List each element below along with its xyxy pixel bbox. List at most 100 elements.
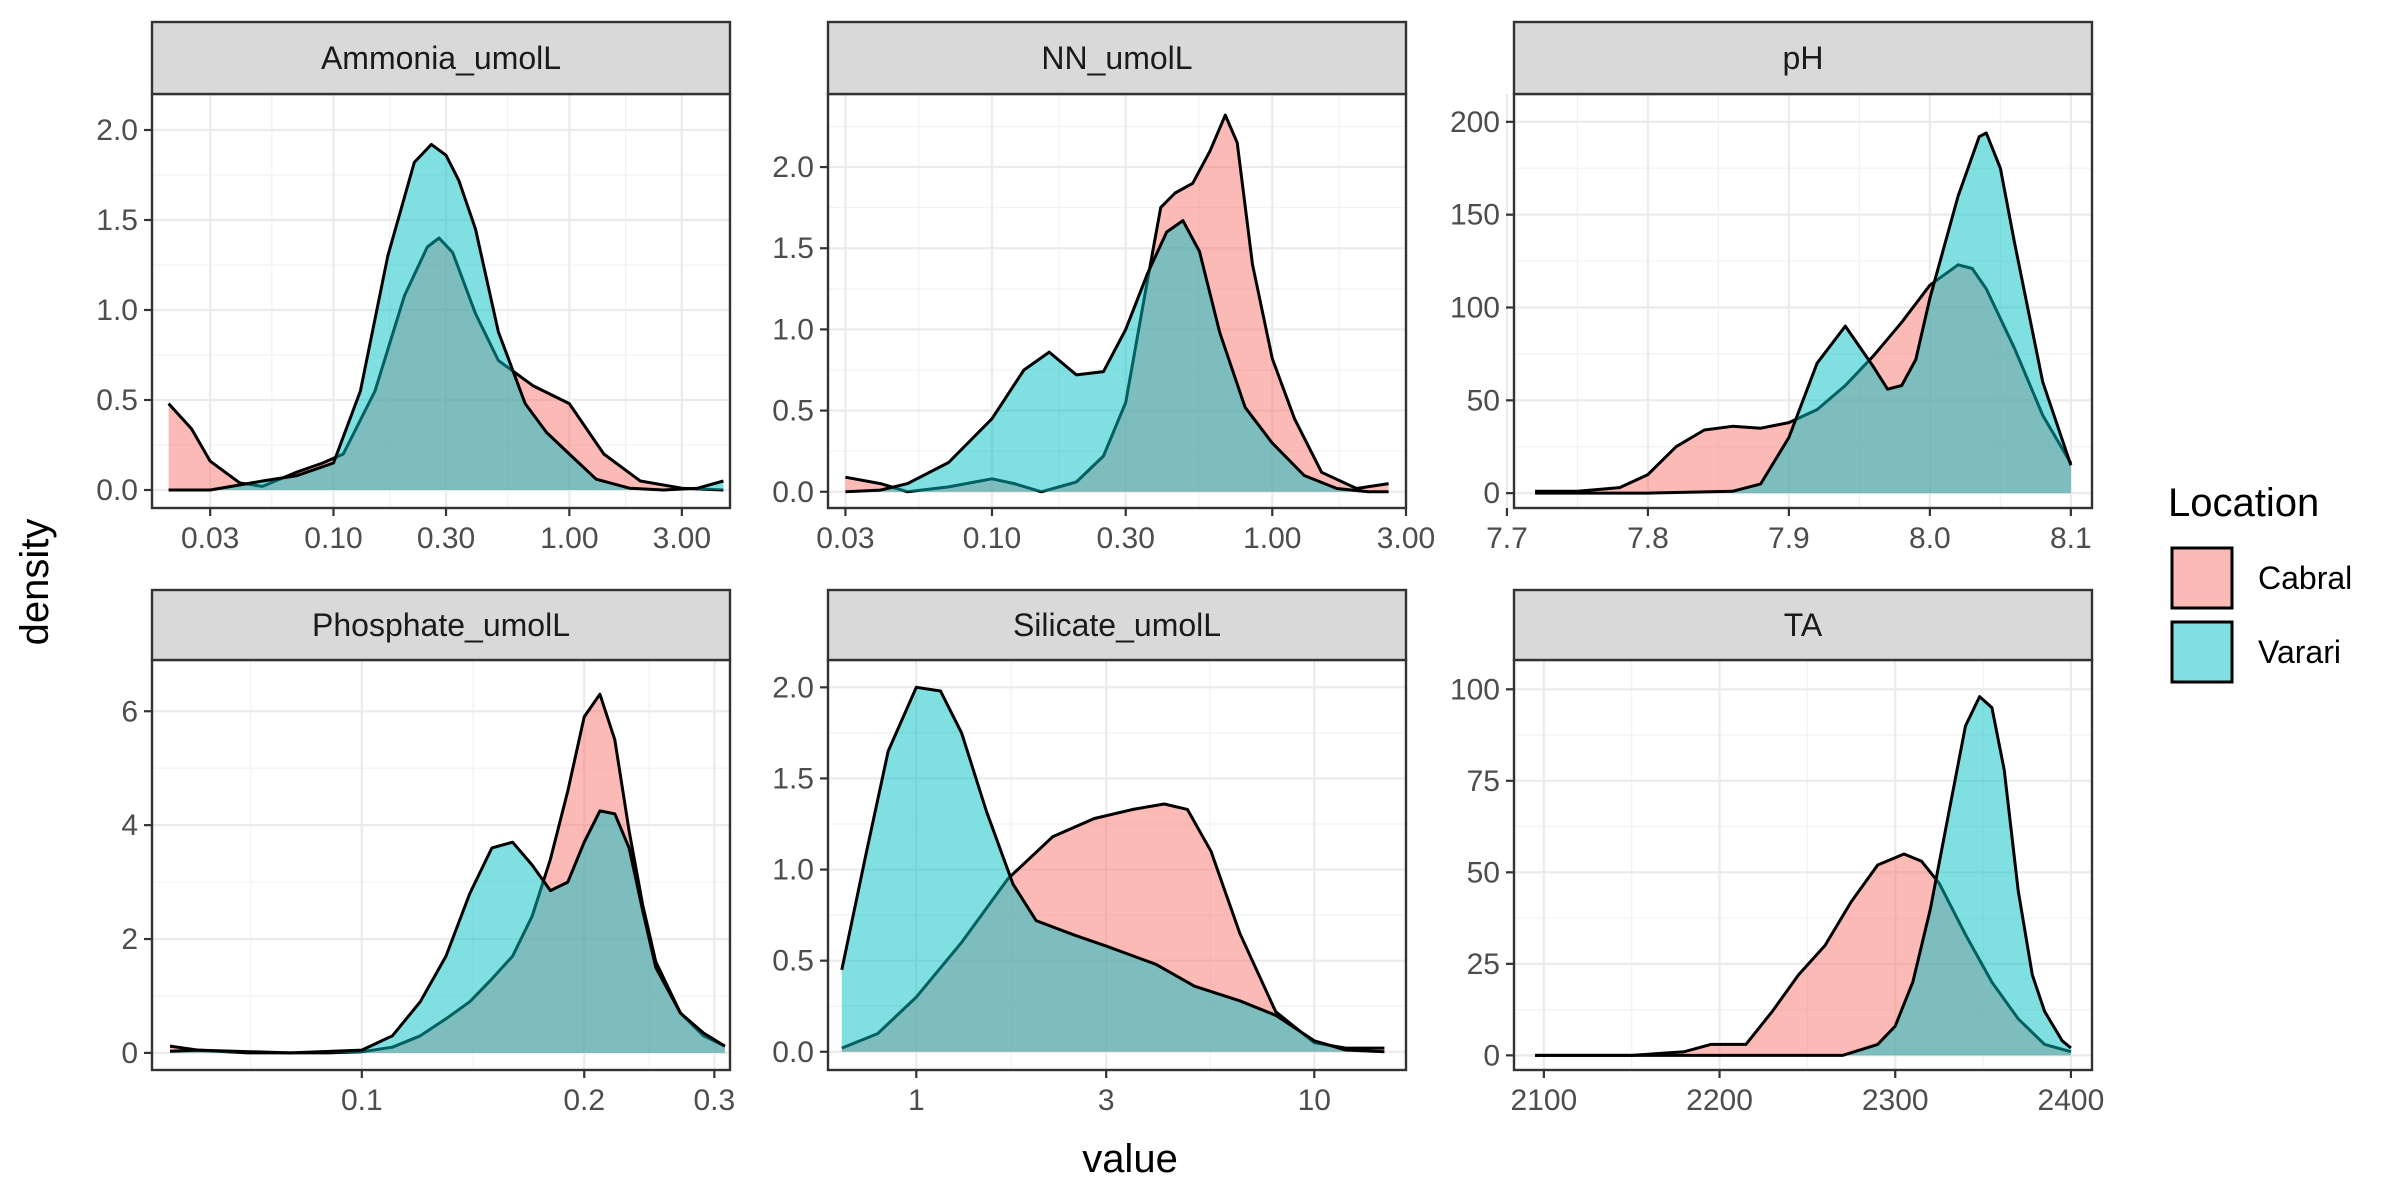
density-line-varari <box>840 685 1385 1054</box>
y-tick-label: 0 <box>121 1037 138 1070</box>
legend: Location Cabral Varari <box>2168 481 2352 684</box>
x-axis-title: value <box>1082 1137 1178 1181</box>
density-line-varari <box>1535 131 2073 495</box>
y-tick-label: 0.0 <box>772 476 814 509</box>
y-tick-label: 50 <box>1467 384 1500 417</box>
y-tick-label: 4 <box>121 809 138 842</box>
y-tick-label: 0.0 <box>96 474 138 507</box>
x-tick-label: 7.7 <box>1486 522 1528 555</box>
x-tick-label: 2300 <box>1862 1084 1929 1117</box>
legend-label-varari: Varari <box>2258 634 2341 670</box>
facet-strip <box>1512 20 2094 96</box>
y-tick-label: 6 <box>121 695 138 728</box>
y-tick-label: 0.5 <box>772 395 814 428</box>
y-tick-label: 0 <box>1483 1039 1500 1072</box>
density-line-varari <box>845 219 1389 494</box>
facet-strip-label: TA <box>1784 607 1823 643</box>
facet-strip-label: pH <box>1783 40 1824 76</box>
y-tick-label: 1.5 <box>772 762 814 795</box>
axis-ticks: 0.1 0.2 0.3 0 2 4 6 <box>121 695 735 1117</box>
facet-strip-label: Silicate_umolL <box>1013 607 1221 643</box>
y-tick-label: 150 <box>1450 199 1500 232</box>
panel-ph: pH 7.7 7.8 7.9 8.0 8.1 0 50 100 150 200 <box>1450 20 2094 555</box>
density-areas <box>840 685 1385 1054</box>
y-tick-label: 1.0 <box>772 854 814 887</box>
legend-label-cabral: Cabral <box>2258 560 2352 596</box>
facet-strip-label: Phosphate_umolL <box>312 607 570 643</box>
density-fill-varari <box>1535 696 2071 1056</box>
x-tick-label: 0.10 <box>963 522 1021 555</box>
y-tick-label: 50 <box>1467 856 1500 889</box>
density-fill-varari <box>845 220 1389 492</box>
density-areas <box>1535 131 2073 495</box>
x-tick-label: 0.2 <box>563 1084 605 1117</box>
facet-strip <box>150 588 732 662</box>
density-fill-varari <box>1535 133 2071 494</box>
y-tick-label: 25 <box>1467 948 1500 981</box>
x-tick-label: 2100 <box>1510 1084 1577 1117</box>
y-tick-label: 1.5 <box>772 232 814 265</box>
x-tick-label: 3 <box>1098 1084 1115 1117</box>
y-axis-title: density <box>13 519 57 646</box>
x-tick-label: 1 <box>908 1084 925 1117</box>
x-tick-label: 0.03 <box>816 522 874 555</box>
y-tick-label: 75 <box>1467 765 1500 798</box>
axis-ticks: 7.7 7.8 7.9 8.0 8.1 0 50 100 150 200 <box>1450 106 2092 555</box>
y-tick-label: 0.0 <box>772 1036 814 1069</box>
facet-strip-label: NN_umolL <box>1041 40 1192 76</box>
x-tick-label: 0.30 <box>1097 522 1155 555</box>
y-tick-label: 0 <box>1483 477 1500 510</box>
legend-swatch-cabral <box>2170 546 2234 610</box>
x-tick-label: 1.00 <box>1243 522 1301 555</box>
y-tick-label: 1.0 <box>772 313 814 346</box>
y-tick-label: 2 <box>121 923 138 956</box>
x-tick-label: 3.00 <box>653 522 711 555</box>
y-tick-label: 2.0 <box>772 671 814 704</box>
density-areas <box>169 692 726 1055</box>
y-tick-label: 100 <box>1450 673 1500 706</box>
x-tick-label: 0.03 <box>181 522 239 555</box>
y-tick-label: 200 <box>1450 106 1500 139</box>
density-fill-varari <box>168 144 724 490</box>
x-tick-label: 3.00 <box>1377 522 1435 555</box>
x-tick-label: 2400 <box>2038 1084 2105 1117</box>
x-tick-label: 7.9 <box>1768 522 1810 555</box>
x-tick-label: 10 <box>1298 1084 1331 1117</box>
facet-strip <box>1512 588 2094 662</box>
legend-item-cabral: Cabral <box>2170 546 2352 610</box>
density-areas <box>1535 695 2072 1057</box>
panel-phosphate-umoll: Phosphate_umolL 0.1 0.2 0.3 0 2 4 6 <box>121 588 735 1117</box>
y-tick-label: 1.5 <box>96 204 138 237</box>
x-tick-label: 1.00 <box>540 522 598 555</box>
density-areas <box>167 142 724 492</box>
x-tick-label: 0.3 <box>693 1084 735 1117</box>
facet-strip <box>826 20 1408 96</box>
y-tick-label: 100 <box>1450 291 1500 324</box>
density-areas <box>845 113 1389 494</box>
x-tick-label: 8.0 <box>1909 522 1951 555</box>
panel-silicate-umoll: Silicate_umolL 1 3 10 0.0 0.5 1.0 1.5 2.0 <box>772 588 1408 1117</box>
legend-swatch-varari <box>2170 620 2234 684</box>
density-fill-cabral <box>845 115 1389 492</box>
axis-ticks: 2100 2200 2300 2400 0 25 50 75 100 <box>1450 673 2104 1117</box>
y-tick-label: 0.5 <box>772 945 814 978</box>
y-tick-label: 1.0 <box>96 294 138 327</box>
x-tick-label: 8.1 <box>2050 522 2092 555</box>
legend-item-varari: Varari <box>2170 620 2341 684</box>
y-tick-label: 2.0 <box>772 151 814 184</box>
density-line-varari <box>169 809 726 1055</box>
axis-ticks: 0.03 0.10 0.30 1.00 3.00 0.0 0.5 1.0 1.5 2.0 <box>96 114 711 555</box>
x-tick-label: 0.30 <box>417 522 475 555</box>
facet-strip <box>150 20 732 96</box>
facet-strip <box>826 588 1408 662</box>
axis-ticks: 1 3 10 0.0 0.5 1.0 1.5 2.0 <box>772 671 1331 1117</box>
panel-ammonia-umoll: Ammonia_umolL 0.03 0.10 0.30 1.00 3.00 0.0 0.5 1… <box>96 20 732 555</box>
density-line-varari <box>168 142 724 492</box>
density-fill-varari <box>841 687 1385 1052</box>
density-line-varari <box>1535 695 2072 1057</box>
legend-items: Cabral Varari <box>2170 546 2352 684</box>
y-tick-label: 2.0 <box>96 114 138 147</box>
x-tick-label: 0.10 <box>304 522 362 555</box>
